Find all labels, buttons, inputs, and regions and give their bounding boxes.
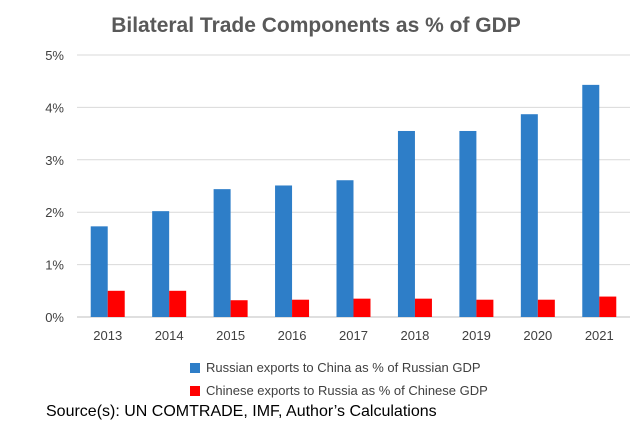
bar-russian-exports — [90, 226, 108, 317]
x-tick-label: 2013 — [93, 328, 122, 343]
x-tick-label: 2019 — [462, 328, 491, 343]
bar-russian-exports — [213, 189, 231, 317]
y-tick-label: 2% — [45, 205, 64, 220]
bars — [90, 84, 617, 317]
legend-swatch-russian-exports — [190, 362, 200, 373]
y-tick-label: 1% — [45, 258, 64, 273]
legend-label-chinese-exports: Chinese exports to Russia as % of Chines… — [206, 383, 488, 398]
y-axis-tick-labels: 0% 1% 2% 3% 4% 5% — [45, 48, 64, 325]
x-tick-label: 2017 — [339, 328, 368, 343]
bar-chinese-exports — [169, 290, 187, 317]
x-tick-label: 2020 — [523, 328, 552, 343]
y-tick-label: 4% — [45, 100, 64, 115]
y-tick-label: 0% — [45, 310, 64, 325]
x-axis-tick-labels: 2013 2014 2015 2016 2017 2018 2019 2020 2021 — [93, 328, 613, 343]
legend-label-russian-exports: Russian exports to China as % of Russian… — [206, 360, 481, 375]
bar-chinese-exports — [537, 299, 555, 317]
bar-chinese-exports — [414, 298, 432, 317]
x-tick-label: 2014 — [155, 328, 184, 343]
bar-chinese-exports — [353, 298, 371, 317]
bar-russian-exports — [459, 130, 477, 317]
bar-russian-exports — [520, 114, 538, 317]
bar-chinese-exports — [599, 296, 617, 317]
bar-chinese-exports — [107, 290, 125, 317]
legend: Russian exports to China as % of Russian… — [190, 356, 488, 402]
bar-russian-exports — [582, 84, 600, 317]
x-tick-label: 2016 — [278, 328, 307, 343]
legend-swatch-chinese-exports — [190, 385, 200, 396]
x-tick-label: 2018 — [400, 328, 429, 343]
legend-item-chinese-exports: Chinese exports to Russia as % of Chines… — [190, 379, 488, 402]
bar-chinese-exports — [230, 300, 248, 317]
bar-russian-exports — [397, 130, 415, 317]
chart-title: Bilateral Trade Components as % of GDP — [111, 14, 521, 37]
y-tick-label: 5% — [45, 48, 64, 63]
bar-chinese-exports — [292, 299, 310, 317]
x-tick-label: 2015 — [216, 328, 245, 343]
source-note: Source(s): UN COMTRADE, IMF, Author’s Ca… — [46, 403, 437, 420]
legend-item-russian-exports: Russian exports to China as % of Russian… — [190, 356, 488, 379]
bar-chinese-exports — [476, 299, 494, 317]
y-tick-label: 3% — [45, 153, 64, 168]
x-tick-label: 2021 — [585, 328, 614, 343]
bar-russian-exports — [336, 180, 354, 317]
bar-russian-exports — [152, 211, 170, 317]
bar-russian-exports — [275, 185, 293, 317]
bar-chart-plot: 0%1%2%3%4%5% 2013 2014 2015 2016 2017 2018 201… — [45, 48, 630, 343]
